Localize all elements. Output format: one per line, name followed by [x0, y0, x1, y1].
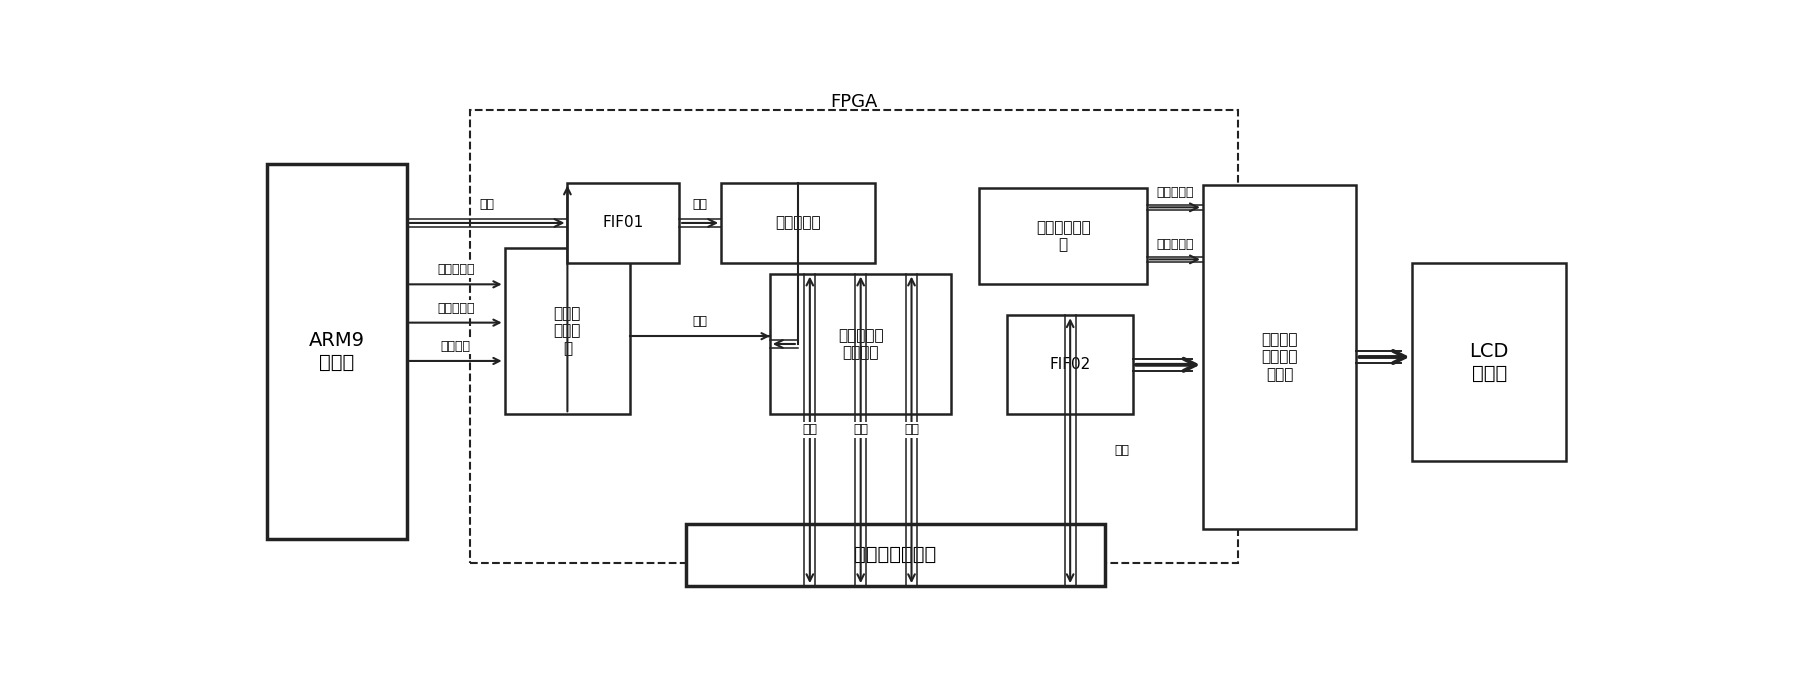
Text: 输出数字
视频信号
变换器: 输出数字 视频信号 变换器 [1261, 332, 1297, 382]
Text: 高速数据存储器: 高速数据存储器 [854, 546, 937, 564]
Text: 图像缩放器: 图像缩放器 [775, 216, 820, 231]
Text: ARM9
系统板: ARM9 系统板 [308, 331, 366, 372]
Bar [1413, 264, 1566, 461]
Text: 场同步信号: 场同步信号 [1157, 187, 1193, 199]
Text: 高速数据存
储控制器: 高速数据存 储控制器 [838, 328, 883, 360]
Text: 使能信号: 使能信号 [441, 340, 470, 353]
Text: FPGA: FPGA [831, 93, 878, 111]
Text: FIF02: FIF02 [1049, 358, 1090, 372]
Text: 输入时
序控制
器: 输入时 序控制 器 [553, 306, 580, 356]
Text: 行同步信号: 行同步信号 [436, 301, 474, 314]
Bar [687, 523, 1105, 586]
Text: LCD
显示器: LCD 显示器 [1469, 341, 1508, 383]
Text: FIF01: FIF01 [602, 216, 643, 231]
Text: 数据: 数据 [692, 198, 708, 211]
Bar [470, 110, 1238, 562]
Text: 输出时序控制
器: 输出时序控制 器 [1036, 220, 1090, 252]
Text: 场同步信号: 场同步信号 [436, 263, 474, 276]
Bar [980, 188, 1146, 284]
Text: 数据: 数据 [1115, 444, 1130, 457]
Text: 行同步信号: 行同步信号 [1157, 239, 1193, 251]
Text: 地址: 地址 [802, 423, 818, 437]
Text: 时钟: 时钟 [905, 423, 919, 437]
Bar [267, 164, 407, 539]
Bar [1007, 315, 1133, 414]
Bar [1204, 185, 1357, 529]
Bar [721, 183, 874, 264]
Bar [769, 274, 951, 414]
Text: 数据: 数据 [479, 198, 494, 211]
Bar [505, 247, 631, 414]
Text: 数据: 数据 [692, 315, 708, 328]
Text: 控制: 控制 [852, 423, 869, 437]
Bar [568, 183, 679, 264]
